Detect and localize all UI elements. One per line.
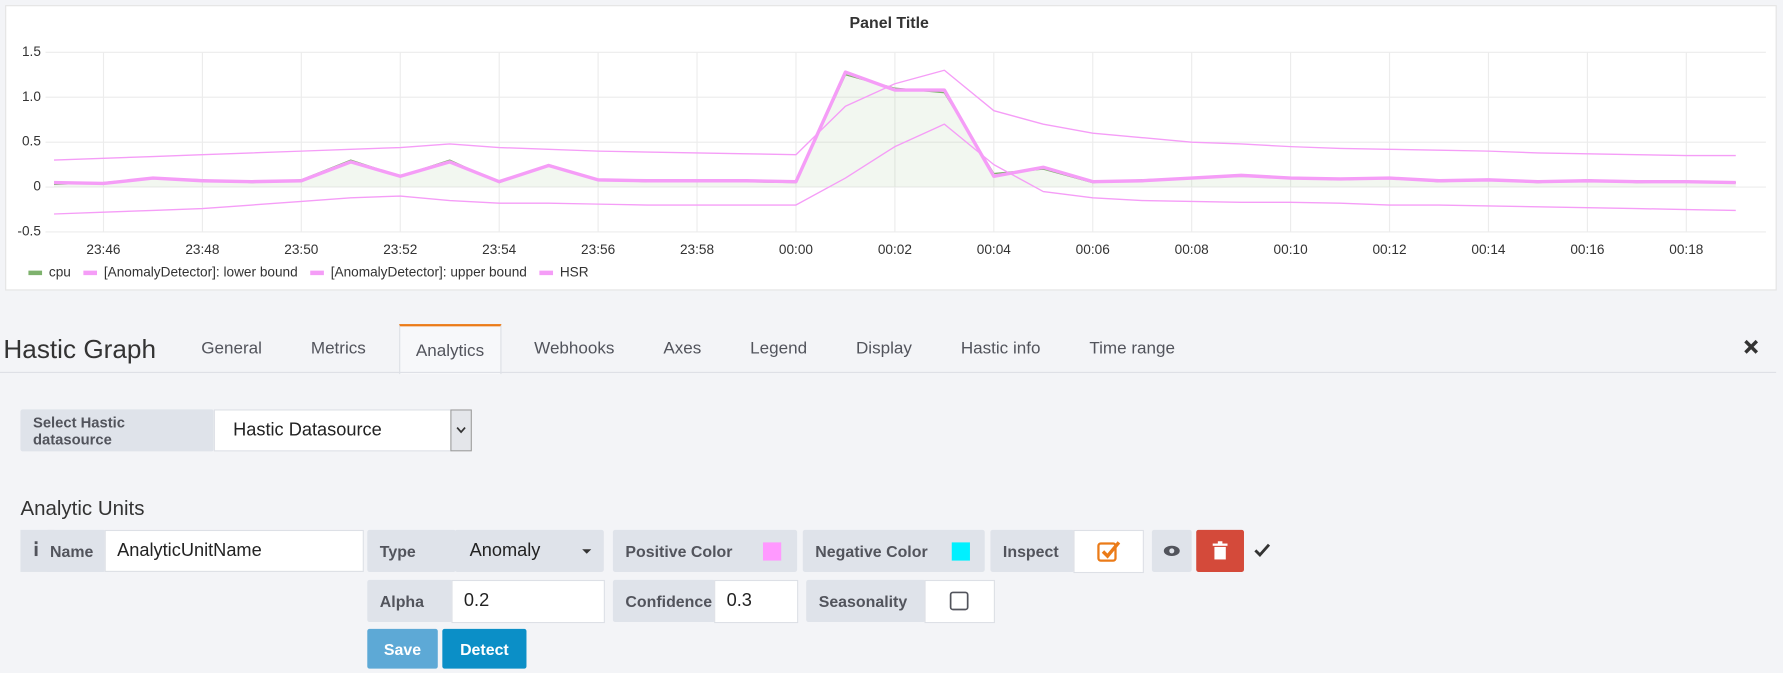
y-tick-label: 0 <box>33 179 41 194</box>
section-title: Analytic Units <box>20 496 145 520</box>
tab[interactable]: Display <box>855 338 912 359</box>
tab[interactable]: Axes <box>663 338 702 359</box>
confidence-label: Confidence <box>612 579 716 622</box>
x-tick-label: 00:08 <box>1175 242 1209 257</box>
legend-label: HSR <box>560 265 589 280</box>
type-select[interactable]: Anomaly <box>454 529 604 572</box>
x-tick-label: 00:16 <box>1570 242 1604 257</box>
save-button[interactable]: Save <box>367 628 438 669</box>
legend-label: [AnomalyDetector]: lower bound <box>104 265 298 280</box>
type-caret <box>582 549 592 554</box>
y-tick-label: 0.5 <box>22 134 41 149</box>
confidence-input[interactable]: 0.3 <box>714 579 799 624</box>
y-tick-label: 1.5 <box>22 44 41 59</box>
tab-bar: General Metrics Analytics Webhooks Axes Legen… <box>185 324 1208 375</box>
x-tick-label: 23:56 <box>581 242 615 257</box>
datasource-caret[interactable] <box>450 409 472 452</box>
tab[interactable]: Legend <box>750 338 808 359</box>
x-tick-label: 00:06 <box>1076 242 1110 257</box>
alpha-input[interactable]: 0.2 <box>451 579 605 624</box>
y-tick-label: 1.0 <box>22 89 41 104</box>
toggle-visibility[interactable] <box>1151 529 1192 572</box>
tab-divider <box>0 371 1777 373</box>
x-tick-label: 00:18 <box>1669 242 1703 257</box>
tab[interactable]: General <box>201 338 262 359</box>
x-tick-label: 00:04 <box>977 242 1012 257</box>
x-tick-label: 23:52 <box>383 242 417 257</box>
type-label: Type <box>367 529 456 572</box>
x-tick-label: 00:10 <box>1274 242 1309 257</box>
series-line <box>53 69 1736 161</box>
x-tick-label: 00:00 <box>779 242 814 257</box>
inspect-label: Inspect <box>990 529 1075 572</box>
alpha-label: Alpha <box>367 579 453 622</box>
graph-panel: Panel Title -0.5 0 0.5 1.0 1.5 23:46 23:48 23:5… <box>5 5 1777 291</box>
confirm-icon[interactable] <box>1253 542 1271 558</box>
x-tick-label: 00:12 <box>1372 242 1406 257</box>
tab[interactable]: Metrics <box>310 338 366 359</box>
name-input[interactable]: AnalyticUnitName <box>104 529 364 572</box>
check-mark <box>1101 541 1121 559</box>
name-label: Name <box>45 529 106 572</box>
positive-color-swatch[interactable] <box>762 542 782 561</box>
editor-title: Hastic Graph <box>3 333 157 364</box>
x-tick-label: 23:46 <box>86 242 120 257</box>
x-tick-label: 23:48 <box>185 242 219 257</box>
delete-button[interactable] <box>1196 529 1244 572</box>
tab[interactable]: Webhooks <box>534 338 615 359</box>
y-tick-label: -0.5 <box>17 224 40 239</box>
area-fill <box>54 74 1736 188</box>
x-tick-label: 00:14 <box>1471 242 1506 257</box>
legend-label: [AnomalyDetector]: upper bound <box>331 265 527 280</box>
legend-label: cpu <box>49 265 71 280</box>
checkbox-icon <box>949 591 969 611</box>
detect-button[interactable]: Detect <box>442 628 527 669</box>
x-tick-label: 23:50 <box>284 242 319 257</box>
tab[interactable]: Analytics <box>398 324 502 375</box>
inspect-checkbox[interactable] <box>1073 529 1144 574</box>
seasonality-label: Seasonality <box>806 579 926 622</box>
close-button[interactable] <box>1743 339 1759 355</box>
x-tick-label: 23:54 <box>482 242 517 257</box>
x-tick-label: 23:58 <box>680 242 714 257</box>
series-line <box>53 123 1736 215</box>
tab[interactable]: Hastic info <box>960 338 1041 359</box>
x-tick-label: 00:02 <box>878 242 912 257</box>
series-line <box>53 70 1736 186</box>
seasonality-checkbox[interactable] <box>924 579 995 624</box>
datasource-label: Select Hastic datasource <box>20 409 214 452</box>
datasource-select[interactable]: Hastic Datasource <box>213 409 452 452</box>
negative-color-swatch[interactable] <box>951 542 970 561</box>
checkbox-icon <box>1097 541 1121 562</box>
negative-color-label: Negative Color <box>802 529 985 572</box>
panel-title: Panel Title <box>850 15 929 32</box>
tab[interactable]: Time range <box>1089 338 1175 359</box>
